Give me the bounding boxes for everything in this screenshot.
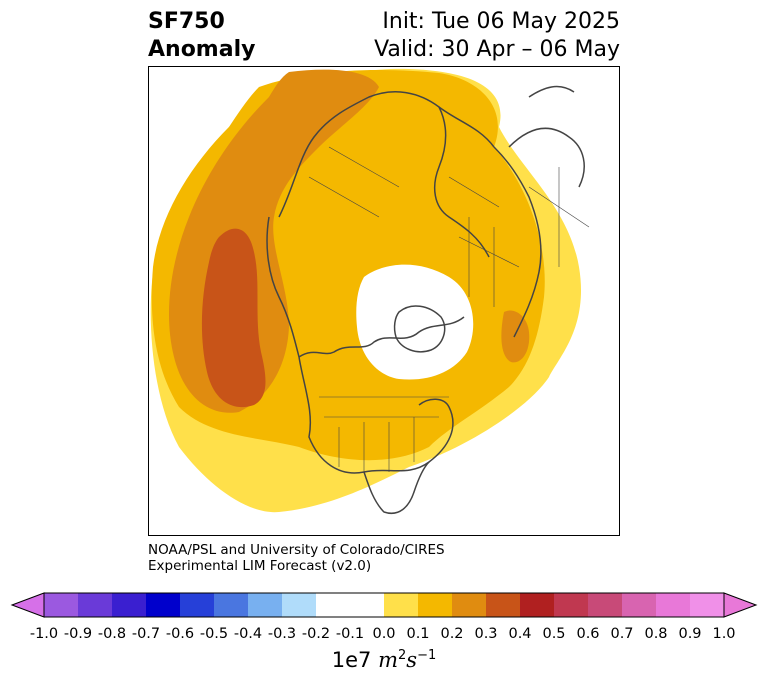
colorbar-segment xyxy=(78,593,113,617)
colorbar-segment xyxy=(316,593,351,617)
units-s: s xyxy=(406,648,418,672)
colorbar-tick-label: 0.1 xyxy=(406,626,430,642)
units-m: m xyxy=(378,648,399,672)
colorbar-over-arrow xyxy=(723,592,758,618)
colorbar-tick-label: 1.0 xyxy=(712,626,736,642)
colorbar-tick-label: -0.9 xyxy=(63,626,93,642)
map-panel xyxy=(148,66,620,536)
colorbar-tick-label: -0.1 xyxy=(335,626,365,642)
colorbar-tick-label: 0.3 xyxy=(474,626,498,642)
colorbar-tick-label: 0.6 xyxy=(576,626,600,642)
credit-line-2: Experimental LIM Forecast (v2.0) xyxy=(148,558,372,574)
political-borders xyxy=(308,146,590,472)
colorbar-tick-label: 0.2 xyxy=(440,626,464,642)
colorbar-tick-label: -0.2 xyxy=(301,626,331,642)
colorbar-under-arrow xyxy=(10,592,45,618)
colorbar-segment xyxy=(384,593,419,617)
anomaly-map xyxy=(150,68,590,514)
title-field: Anomaly xyxy=(148,37,256,62)
colorbar-tick-label: 0.9 xyxy=(678,626,702,642)
colorbar-tick-label: 0.0 xyxy=(372,626,396,642)
anomaly-fill-0.3-europe xyxy=(501,310,530,363)
map-title: SF750 Anomaly xyxy=(148,8,255,64)
colorbar-segments xyxy=(44,593,725,617)
title-variable: SF750 xyxy=(148,9,225,34)
colorbar-tick-label: 0.8 xyxy=(644,626,668,642)
units-prefix: 1e7 xyxy=(331,648,372,672)
units-s-exp: −1 xyxy=(417,648,437,663)
valid-range: Valid: 30 Apr – 06 May xyxy=(374,37,620,62)
colorbar-tick-label: 0.5 xyxy=(542,626,566,642)
colorbar-tick-label: -0.5 xyxy=(199,626,229,642)
init-date: Init: Tue 06 May 2025 xyxy=(382,9,620,34)
colorbar-segment xyxy=(656,593,691,617)
colorbar-tick-label: -0.4 xyxy=(233,626,263,642)
colorbar-segment xyxy=(520,593,555,617)
colorbar-ticks: -1.0 -0.9 -0.8 -0.7 -0.6 -0.5 -0.4 -0.3 -0.2 -0.1… xyxy=(0,626,768,646)
colorbar-segment xyxy=(588,593,623,617)
colorbar-segment xyxy=(282,593,317,617)
colorbar-tick-label: 0.4 xyxy=(508,626,532,642)
credit-text: NOAA/PSL and University of Colorado/CIRE… xyxy=(148,542,445,574)
anomaly-fill-zero xyxy=(356,264,474,380)
colorbar-segment xyxy=(248,593,283,617)
coastlines xyxy=(266,85,585,514)
colorbar-segment xyxy=(486,593,521,617)
colorbar-tick-label: -1.0 xyxy=(29,626,59,642)
units-m-exp: 2 xyxy=(398,648,407,663)
colorbar-segment xyxy=(44,593,79,617)
colorbar-segment xyxy=(690,593,725,617)
credit-line-1: NOAA/PSL and University of Colorado/CIRE… xyxy=(148,542,445,558)
map-dates: Init: Tue 06 May 2025 Valid: 30 Apr – 06… xyxy=(374,8,620,64)
colorbar-segment xyxy=(214,593,249,617)
colorbar-tick-label: -0.3 xyxy=(267,626,297,642)
colorbar-tick-label: -0.6 xyxy=(165,626,195,642)
colorbar-segment xyxy=(622,593,657,617)
colorbar-tick-label: -0.8 xyxy=(97,626,127,642)
colorbar-segment xyxy=(554,593,589,617)
colorbar-segment xyxy=(418,593,453,617)
colorbar-segment xyxy=(112,593,147,617)
anomaly-fill-0.4 xyxy=(201,228,266,408)
colorbar-segment xyxy=(146,593,181,617)
colorbar xyxy=(10,592,758,618)
colorbar-outline xyxy=(43,592,725,618)
colorbar-tick-label: 0.7 xyxy=(610,626,634,642)
colorbar-units: 1e7 m2s−1 xyxy=(0,648,768,672)
colorbar-segment xyxy=(452,593,487,617)
colorbar-segment xyxy=(350,593,385,617)
colorbar-segment xyxy=(180,593,215,617)
colorbar-tick-label: -0.7 xyxy=(131,626,161,642)
